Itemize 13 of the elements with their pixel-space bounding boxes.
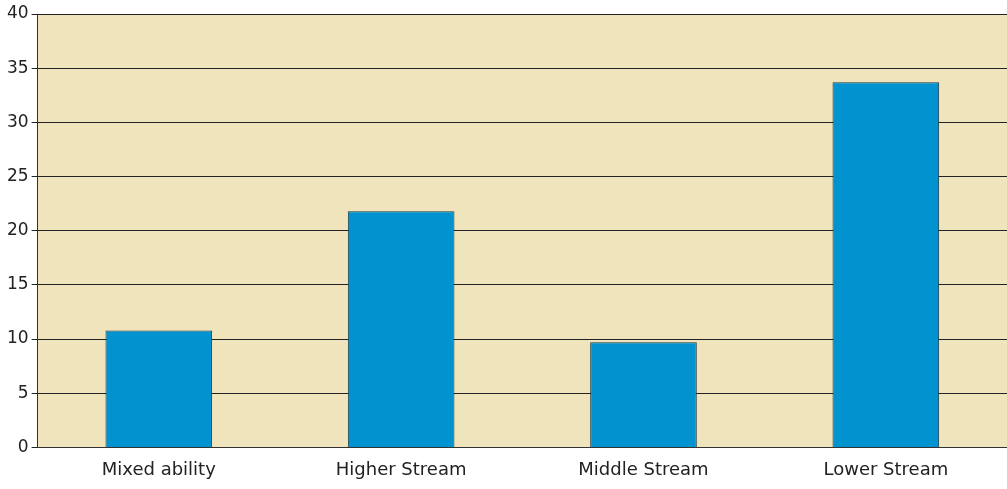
x-tick-label: Higher Stream xyxy=(335,457,467,479)
y-tick-label: 10 xyxy=(6,327,29,348)
y-tick-label: 40 xyxy=(6,2,29,23)
y-tick-label: 25 xyxy=(6,164,29,185)
y-tick-label: 35 xyxy=(6,56,29,77)
y-tick-label: 5 xyxy=(17,381,29,402)
x-tick-label: Lower Stream xyxy=(823,457,949,479)
x-tick-label: Middle Stream xyxy=(578,457,709,479)
y-tick-label: 20 xyxy=(6,219,29,240)
y-tick-label: 15 xyxy=(6,273,29,294)
x-tick-label: Mixed ability xyxy=(101,457,217,479)
y-tick-label: 30 xyxy=(6,110,29,131)
y-tick-label: 0 xyxy=(17,435,29,456)
